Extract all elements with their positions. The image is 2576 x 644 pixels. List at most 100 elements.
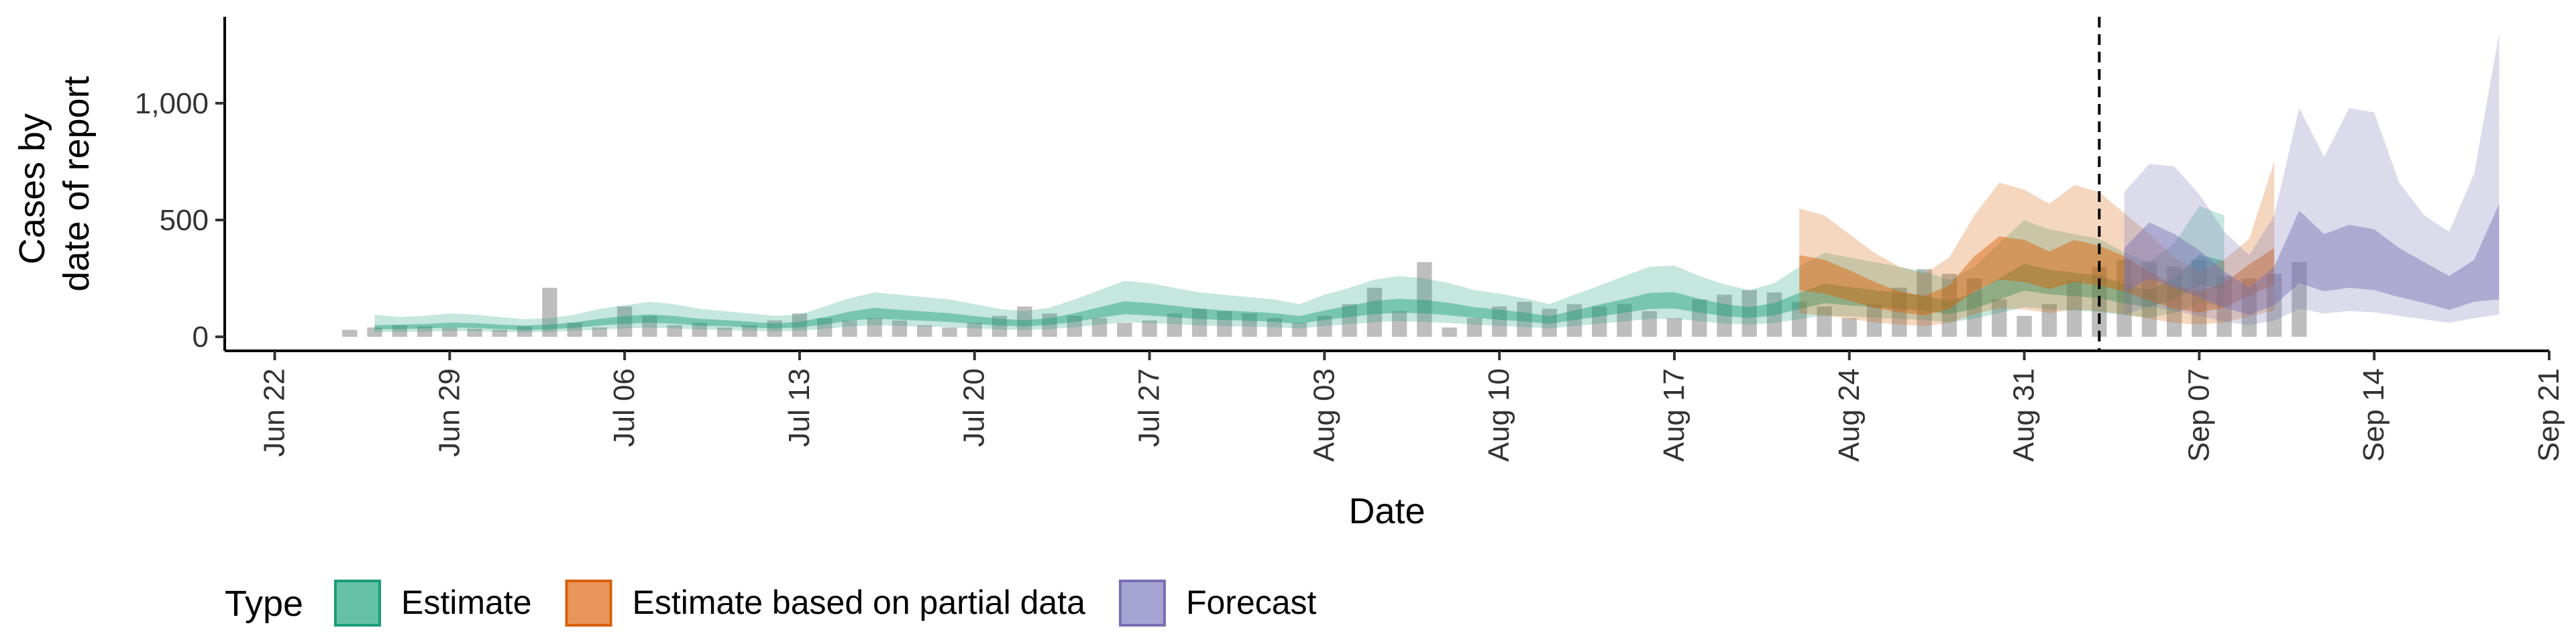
legend-swatch — [334, 580, 381, 627]
report-bar — [1217, 311, 1232, 337]
plot-area — [342, 17, 2500, 351]
forecast-outer-band — [2124, 33, 2500, 325]
y-axis: 0 500 1,000 — [135, 17, 226, 354]
estimate-based-on-partial-data-inner-band — [1799, 236, 2275, 316]
legend: Type Estimate Estimate based on partial d… — [225, 580, 1317, 627]
legend-title: Type — [225, 584, 303, 624]
report-bar — [1717, 294, 1732, 337]
report-bar — [792, 313, 808, 337]
report-bar — [2292, 262, 2307, 337]
legend-swatch — [1118, 580, 1166, 627]
report-bar — [1317, 315, 1332, 337]
report-bar — [1366, 287, 1383, 337]
report-bar — [592, 327, 608, 337]
report-bar — [1566, 304, 1582, 337]
report-bar — [767, 320, 782, 337]
y-tick-label: 0 — [193, 321, 209, 354]
report-bar — [692, 323, 708, 337]
report-bar — [467, 328, 482, 337]
x-tick-label: Aug 31 — [2008, 368, 2041, 462]
report-bar — [1966, 278, 1982, 337]
x-tick-label: Jul 27 — [1133, 368, 1166, 447]
legend-swatch — [565, 580, 612, 627]
y-tick-label: 500 — [160, 204, 209, 237]
report-bar — [1142, 320, 1157, 337]
report-bar — [892, 320, 908, 337]
report-bar — [2216, 276, 2232, 337]
report-bar — [2166, 266, 2182, 337]
y-axis-title-line-1: Cases by — [12, 113, 52, 264]
x-tick-label: Jul 06 — [608, 368, 641, 447]
report-bar — [1042, 313, 1057, 337]
report-bar — [492, 329, 508, 337]
x-tick-label: Aug 24 — [1833, 368, 1866, 462]
report-bar — [1817, 306, 1832, 337]
report-bar — [1466, 318, 1483, 337]
report-bar — [1267, 318, 1283, 337]
report-bar — [867, 318, 882, 337]
report-bar — [542, 287, 557, 337]
report-bar — [367, 327, 382, 337]
x-axis: Jun 22 Jun 29 Jul 06 Jul 13 Jul 20 Jul 27 Aug … — [225, 350, 2565, 462]
forecast-inner-band — [2124, 203, 2500, 315]
report-bar — [342, 329, 358, 337]
report-bar — [442, 327, 458, 337]
report-bar — [1841, 318, 1857, 337]
report-bar — [1892, 287, 1907, 337]
x-tick-label: Jul 13 — [783, 368, 816, 447]
report-bar — [742, 325, 757, 337]
report-bar — [2017, 315, 2032, 337]
report-bar — [2066, 280, 2082, 337]
y-axis-title-line-2: date of report — [56, 76, 97, 291]
estimate-inner-band — [374, 254, 2224, 331]
x-tick-label: Sep 21 — [2532, 368, 2565, 462]
x-tick-label: Sep 14 — [2357, 368, 2390, 462]
report-bar — [1391, 311, 1407, 337]
report-bar — [1067, 315, 1082, 337]
report-bar — [517, 326, 533, 337]
report-bar — [1992, 299, 2007, 337]
y-tick-label: 1,000 — [135, 87, 209, 120]
report-bar — [942, 327, 957, 337]
report-bar — [1517, 301, 1532, 337]
report-bar — [1866, 304, 1882, 337]
report-bar — [642, 315, 657, 337]
report-bar — [817, 318, 833, 337]
report-bar — [1792, 301, 1807, 337]
report-bar — [1291, 323, 1307, 337]
report-bar — [1117, 323, 1132, 337]
report-bar — [417, 326, 433, 337]
x-tick-label: Jun 29 — [433, 368, 466, 457]
report-bar — [1167, 313, 1182, 337]
estimate-based-on-partial-data-outer-band — [1799, 161, 2275, 327]
legend-entry-label: Estimate — [401, 584, 532, 621]
report-bar — [567, 323, 582, 337]
x-tick-label: Aug 17 — [1658, 368, 1690, 462]
x-tick-label: Jul 20 — [958, 368, 991, 447]
report-bar — [1017, 306, 1032, 337]
report-bar — [1617, 304, 1632, 337]
estimate-outer-band — [374, 206, 2224, 333]
report-bar — [1091, 318, 1108, 337]
report-bar — [616, 306, 633, 337]
report-bar — [1666, 318, 1682, 337]
report-bar — [2116, 260, 2132, 337]
report-bar — [716, 327, 733, 337]
x-tick-label: Sep 07 — [2182, 368, 2215, 462]
report-bar — [392, 325, 407, 337]
report-bar — [1642, 311, 1657, 337]
report-bar — [1442, 327, 1457, 337]
report-bar — [991, 315, 1008, 337]
x-axis-title: Date — [1348, 491, 1425, 531]
legend-entry-label: Forecast — [1186, 584, 1317, 621]
report-bar — [2141, 262, 2157, 337]
report-bar — [1941, 274, 1957, 337]
report-bar — [1491, 306, 1507, 337]
report-bar — [1191, 309, 1208, 337]
legend-entry-label: Estimate based on partial data — [633, 584, 1086, 621]
x-tick-label: Jun 22 — [258, 368, 291, 457]
report-bar — [2041, 304, 2057, 337]
report-bar — [1692, 299, 1707, 337]
report-bar — [2192, 260, 2207, 337]
